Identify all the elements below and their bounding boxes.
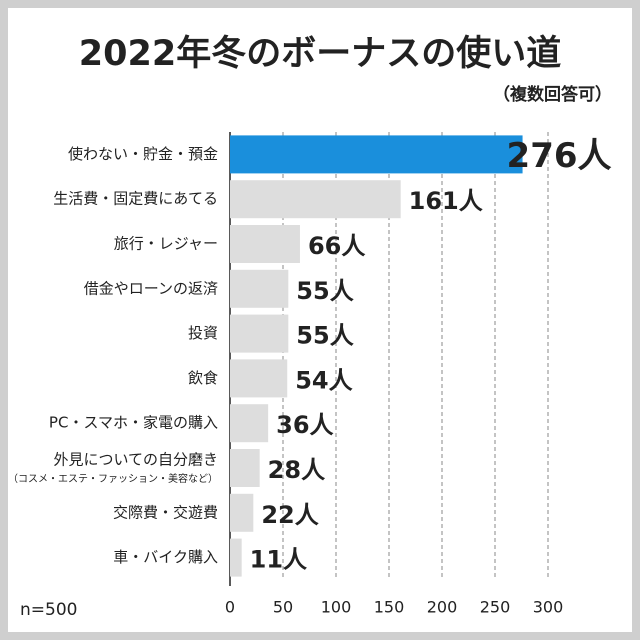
bar xyxy=(230,180,401,219)
value-label: 11人 xyxy=(250,546,307,574)
value-label: 22人 xyxy=(261,501,318,529)
value-label: 54人 xyxy=(295,366,352,394)
value-label: 28人 xyxy=(268,456,325,484)
chart-subtitle: （複数回答可） xyxy=(493,84,612,105)
bar xyxy=(230,538,242,577)
y-tick-label: 外見についての自分磨き xyxy=(53,451,218,469)
category-annotation: （コスメ・エステ・ファッション・美容など） xyxy=(8,472,218,485)
y-tick-label: 借金やローンの返済 xyxy=(84,279,218,297)
chart-title: 2022年冬のボーナスの使い道 xyxy=(79,34,561,74)
value-label: 36人 xyxy=(276,411,333,439)
y-tick-label: 使わない・貯金・預金 xyxy=(68,145,218,163)
x-tick-label: 0 xyxy=(225,598,235,617)
bar xyxy=(230,493,254,532)
y-tick-label: 旅行・レジャー xyxy=(114,235,218,253)
bar xyxy=(230,225,300,263)
bar xyxy=(230,269,289,308)
x-tick-label: 150 xyxy=(374,598,405,617)
bar xyxy=(230,135,523,174)
value-label: 55人 xyxy=(296,322,353,350)
x-tick-label: 300 xyxy=(533,598,564,617)
y-tick-label: 交際費・交遊費 xyxy=(113,503,218,521)
value-label: 276人 xyxy=(507,136,612,176)
y-tick-label: 投資 xyxy=(188,324,218,342)
sample-note: n=500 xyxy=(20,600,77,620)
y-tick-label: PC・スマホ・家電の購入 xyxy=(49,414,218,432)
value-label: 66人 xyxy=(308,232,365,260)
y-tick-label: 生活費・固定費にあてる xyxy=(53,190,218,208)
x-tick-label: 50 xyxy=(273,598,293,617)
bar xyxy=(230,404,269,443)
bar xyxy=(230,449,260,487)
bar xyxy=(230,359,288,398)
y-tick-label: 飲食 xyxy=(188,369,218,387)
y-tick-label: 車・バイク購入 xyxy=(113,548,218,566)
value-label: 55人 xyxy=(296,277,353,305)
x-tick-label: 250 xyxy=(480,598,511,617)
x-tick-label: 200 xyxy=(427,598,458,617)
value-label: 161人 xyxy=(409,187,483,215)
x-tick-label: 100 xyxy=(321,598,352,617)
bar xyxy=(230,314,289,353)
